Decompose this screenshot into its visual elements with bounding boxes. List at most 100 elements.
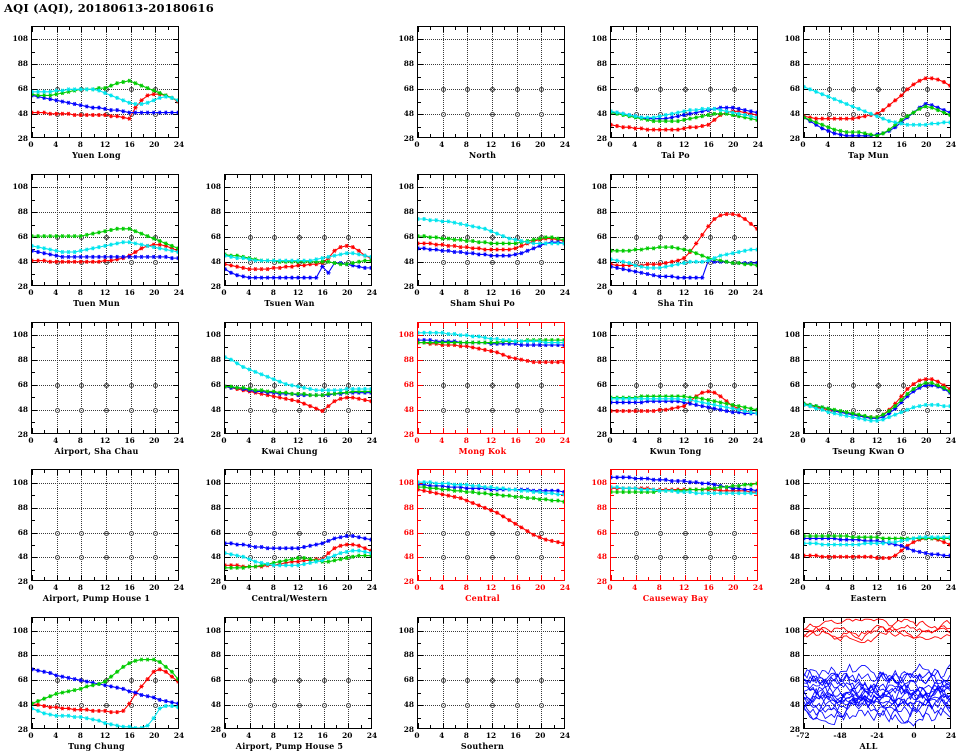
axis-tick [561, 545, 564, 547]
panel-title[interactable]: Tung Chung [68, 741, 125, 752]
gridline-vertical [853, 470, 855, 581]
gridline-vertical [442, 322, 444, 433]
axis-tick-major [299, 575, 300, 581]
axis-tick [754, 520, 757, 522]
axis-tick-major [709, 27, 711, 32]
axis-tick [672, 322, 674, 326]
axis-tick-major [611, 334, 616, 336]
gridline-vertical [927, 322, 929, 433]
panel-title[interactable]: Sham Shui Po [450, 297, 515, 308]
panel-title[interactable]: Airport, Pump House 5 [235, 741, 344, 752]
panel-title[interactable]: Yuen Long [72, 150, 121, 160]
panel-body: 108 88 68 48 28 0 4 8 12 16 20 24 Airport, Sha Chau [0, 312, 193, 460]
axis-tick-major [418, 187, 423, 189]
axis-tick [722, 577, 723, 581]
x-tick-label: 12 [485, 287, 497, 297]
axis-tick-major [635, 575, 637, 581]
series-markers-cyan [225, 548, 371, 568]
axis-tick [754, 347, 757, 349]
gridline-vertical [516, 618, 518, 729]
axis-tick [32, 101, 35, 103]
axis-tick-major [902, 132, 904, 137]
axis-tick-major [611, 427, 612, 433]
axis-tick-major [348, 322, 350, 328]
panel-title[interactable]: Tai Po [661, 150, 690, 160]
grid-node [514, 703, 520, 709]
gridline-vertical [348, 618, 350, 729]
axis-tick-major [611, 279, 612, 285]
axis-tick [32, 274, 35, 276]
axis-tick [418, 372, 421, 374]
axis-tick [623, 174, 625, 178]
x-tick-label: 16 [124, 287, 135, 297]
plot-area [31, 617, 179, 730]
axis-tick [915, 577, 916, 581]
gridline-horizontal [418, 655, 564, 657]
gridline-vertical [709, 470, 711, 581]
axis-tick [430, 470, 432, 474]
panel-title[interactable]: Kwun Tong [649, 445, 702, 456]
grid-node [54, 678, 60, 684]
axis-tick-major [56, 470, 58, 476]
grid-node [900, 87, 906, 93]
series-markers-blue [225, 260, 371, 280]
panel-title[interactable]: Tseung Kwan O [832, 445, 905, 456]
axis-tick [841, 470, 842, 474]
axis-tick-major [709, 322, 711, 328]
axis-tick [225, 274, 228, 276]
gridline-horizontal [804, 507, 950, 509]
panel-title[interactable]: North [468, 150, 497, 160]
x-tick-label: 24 [173, 140, 185, 149]
axis-tick-major [155, 723, 157, 729]
panel-title[interactable]: Tap Mun [848, 150, 889, 160]
axis-tick [262, 322, 263, 326]
axis-tick-major [81, 470, 83, 476]
grid-node [925, 112, 931, 118]
axis-tick-major [56, 322, 58, 328]
axis-tick-major [366, 482, 371, 484]
grid-node [465, 530, 471, 536]
axis-tick [167, 281, 169, 285]
panel-title[interactable]: Airport, Pump House 1 [42, 593, 151, 604]
panel-body: 108 88 68 48 28 0 4 8 12 16 20 24 Eastern [772, 459, 965, 607]
panel-title[interactable]: ALL [859, 741, 878, 752]
axis-tick-major [902, 322, 904, 328]
axis-tick-major [635, 470, 637, 476]
axis-tick [237, 281, 239, 285]
panel-title[interactable]: Central [465, 593, 500, 604]
grid-node [707, 382, 713, 388]
panel-title[interactable]: Airport, Sha Chau [54, 445, 139, 456]
axis-tick-major [32, 39, 37, 41]
gridline-vertical [685, 322, 686, 433]
panel-title[interactable]: Eastern [850, 593, 887, 604]
panel-title[interactable]: Tsuen Wan [264, 297, 315, 308]
panel-title[interactable]: Sha Tin [657, 297, 694, 308]
y-tick-label: 28 [403, 429, 414, 439]
axis-tick-major [752, 532, 757, 534]
x-tick-label: 20 [342, 287, 353, 297]
panel-title[interactable]: Kwai Chung [261, 445, 318, 456]
panel-title[interactable]: Causeway Bay [642, 593, 709, 604]
panel-title[interactable]: Southern [460, 741, 505, 752]
series-markers-green [418, 233, 564, 246]
axis-tick-major [660, 279, 662, 285]
axis-tick-major [56, 618, 58, 624]
gridline-horizontal [225, 482, 371, 484]
axis-tick-major [81, 322, 83, 328]
panel-title[interactable]: Mong Kok [458, 445, 507, 456]
axis-tick-major [249, 174, 251, 180]
gridline-vertical [130, 618, 132, 729]
axis-tick [611, 422, 614, 424]
y-tick-label: 28 [403, 134, 414, 143]
y-tick-label: 68 [403, 675, 414, 685]
panel-title[interactable]: Central/Western [251, 593, 328, 604]
x-tick-label: 12 [678, 287, 690, 297]
series-line-red [32, 668, 178, 713]
axis-tick-major [734, 322, 736, 328]
y-tick-label: 88 [403, 59, 414, 69]
grid-node [272, 703, 278, 709]
panel-grid: 108 88 68 48 28 0 4 8 12 16 20 24 Yuen Long 108 88 68 48… [0, 16, 965, 755]
axis-tick-major [841, 618, 842, 624]
plot-area [417, 617, 565, 730]
panel-title[interactable]: Tuen Mun [73, 297, 120, 308]
